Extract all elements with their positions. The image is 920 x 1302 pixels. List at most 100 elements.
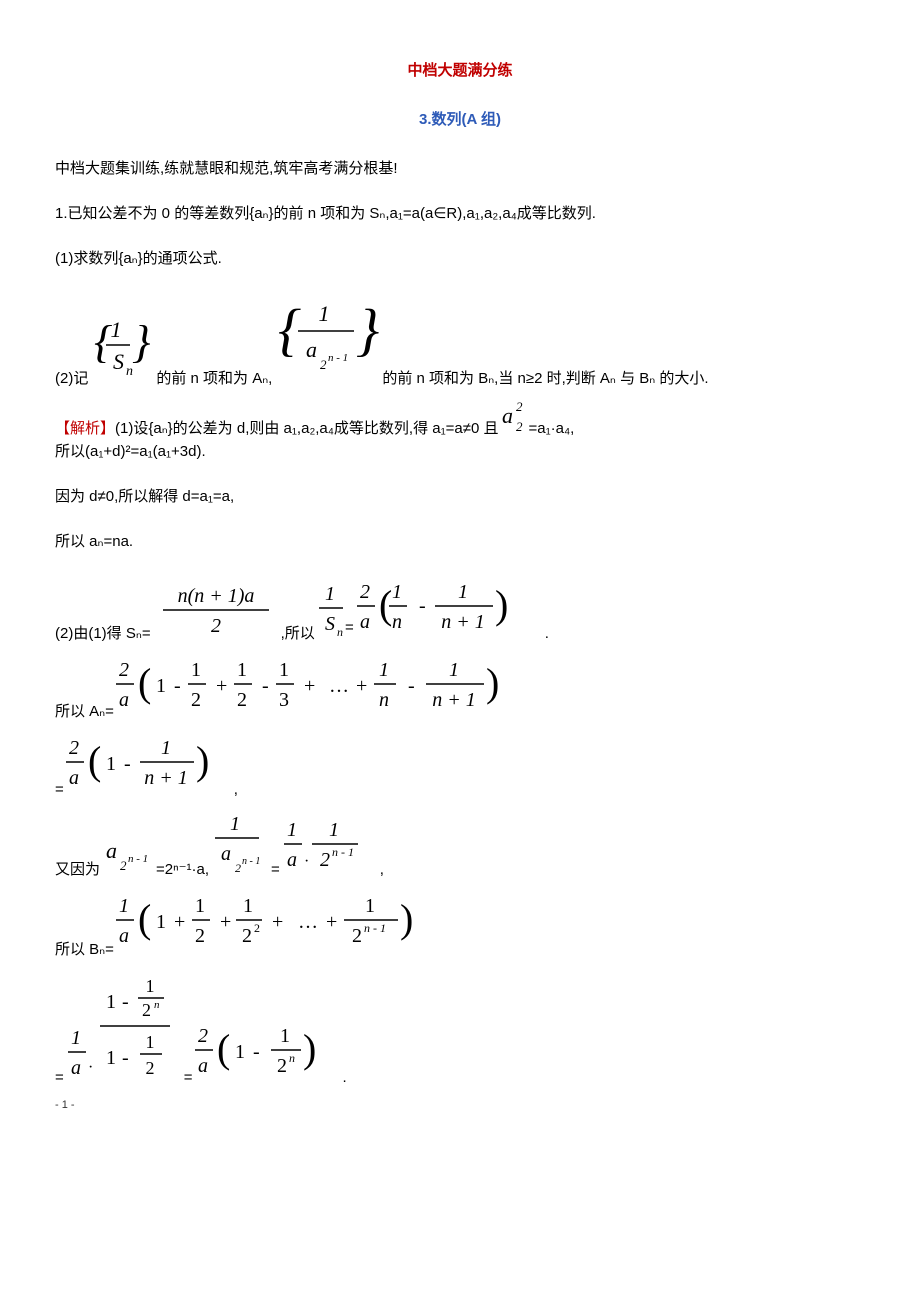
svg-text:+: +	[272, 911, 283, 933]
ln10b: =	[184, 1067, 193, 1088]
svg-text:n: n	[289, 1051, 295, 1065]
text-2-pre: (2)记	[55, 368, 88, 389]
line-an-simplified: = 2 a ( 1 - 1 n + 1 ) ,	[55, 732, 865, 800]
svg-text:…: …	[329, 675, 349, 697]
svg-text:1: 1	[392, 581, 402, 603]
question-1: 1.已知公差不为 0 的等差数列{aₙ}的前 n 项和为 Sₙ,a₁=a(a∈R…	[55, 203, 865, 224]
line-an: 所以 Aₙ= 2 a ( 1 - 1 2 + 1 2 - 1 3 + … + 1…	[55, 654, 865, 722]
ln5a: (2)由(1)得 Sₙ=	[55, 623, 151, 644]
svg-text:1: 1	[106, 753, 116, 775]
analysis-1b: =a₁·a₄,	[528, 418, 574, 439]
svg-text:·: ·	[88, 1059, 93, 1076]
svg-text:2: 2	[320, 357, 327, 372]
text-2-end: 的前 n 项和为 Bₙ,当 n≥2 时,判断 Aₙ 与 Bₙ 的大小.	[382, 368, 708, 389]
svg-text:=: =	[345, 619, 354, 636]
svg-text:a: a	[287, 849, 297, 871]
svg-text:n - 1: n - 1	[332, 845, 354, 859]
svg-text:1: 1	[243, 895, 253, 917]
ln10a: =	[55, 1067, 64, 1088]
svg-text:2: 2	[277, 1055, 287, 1077]
svg-text:a: a	[221, 843, 231, 865]
svg-text:1: 1	[319, 301, 330, 326]
svg-text:n: n	[392, 611, 402, 633]
svg-text:2: 2	[195, 925, 205, 947]
svg-text:n + 1: n + 1	[441, 611, 485, 633]
svg-text:2: 2	[320, 849, 330, 871]
svg-text:1: 1	[119, 895, 129, 917]
svg-text:+: +	[356, 675, 367, 697]
svg-text:n(n + 1)a: n(n + 1)a	[177, 585, 254, 607]
svg-text:a: a	[119, 689, 129, 711]
analysis-label: 【解析】	[55, 418, 115, 439]
svg-text:(: (	[379, 582, 392, 627]
svg-text:1: 1	[111, 317, 122, 342]
comma-1: ,	[234, 779, 238, 800]
dot-1: .	[545, 623, 549, 644]
bn-expr: 1 a ( 1 + 1 2 + 1 2 2 + … + 1 2 n - 1 )	[114, 890, 454, 960]
svg-text:2: 2	[120, 858, 127, 873]
svg-text:-: -	[262, 675, 269, 697]
svg-text:1: 1	[161, 737, 171, 759]
svg-text:2: 2	[237, 689, 247, 711]
svg-text:+: +	[326, 911, 337, 933]
svg-text:n - 1: n - 1	[242, 856, 260, 867]
a2n1: a 2 n - 1	[100, 834, 156, 880]
svg-text:2: 2	[516, 419, 523, 433]
svg-text:+: +	[174, 911, 185, 933]
svg-text:1: 1	[235, 1041, 245, 1063]
svg-text:a: a	[69, 767, 79, 789]
svg-text:1: 1	[279, 659, 289, 681]
svg-text:(: (	[138, 896, 151, 941]
svg-text:(: (	[138, 660, 151, 705]
a2-squared: a 2 2	[498, 399, 528, 439]
svg-text:1: 1	[71, 1027, 81, 1049]
ln7a: =	[55, 779, 64, 800]
svg-text:n: n	[379, 689, 389, 711]
ln8a: 又因为	[55, 859, 100, 880]
svg-text:a: a	[119, 925, 129, 947]
analysis-4: 所以 aₙ=na.	[55, 531, 865, 552]
bn-final: 2 a ( 1 - 1 2 n )	[193, 1020, 343, 1088]
svg-text:{: {	[278, 297, 301, 362]
svg-text:1: 1	[156, 675, 166, 697]
svg-text:1: 1	[230, 813, 240, 835]
ln8b: =2ⁿ⁻¹·a,	[156, 859, 209, 880]
svg-text:n - 1: n - 1	[128, 853, 148, 865]
svg-text:·: ·	[304, 853, 309, 870]
svg-text:2: 2	[235, 861, 241, 874]
svg-text:n: n	[337, 625, 343, 638]
svg-text:1: 1	[458, 581, 468, 603]
svg-text:1: 1	[106, 1047, 116, 1069]
ln8d: =	[271, 859, 280, 880]
ln5b: ,所以	[281, 623, 315, 644]
svg-text:1: 1	[237, 659, 247, 681]
svg-text:n + 1: n + 1	[144, 767, 188, 789]
one-over-a2n1: 1 a 2 n - 1	[209, 810, 271, 880]
svg-text:a: a	[502, 403, 513, 428]
svg-text:1: 1	[156, 911, 166, 933]
analysis-1: 【解析】 (1)设{aₙ}的公差为 d,则由 a₁,a₂,a₄成等比数列,得 a…	[55, 399, 865, 439]
ln6a: 所以 Aₙ=	[55, 701, 114, 722]
bn-bigfrac: 1 a · 1 - 1 2 n 1 - 1 2	[64, 972, 184, 1088]
svg-text:1: 1	[106, 991, 116, 1013]
svg-text:): )	[486, 660, 499, 705]
analysis-3: 因为 d≠0,所以解得 d=a₁=a,	[55, 486, 865, 507]
svg-text:}: }	[132, 316, 150, 367]
svg-text:2: 2	[119, 659, 129, 681]
analysis-2: 所以(a₁+d)²=a₁(a₁+3d).	[55, 441, 865, 462]
svg-text:S: S	[325, 613, 335, 635]
svg-text:3: 3	[279, 689, 289, 711]
svg-text:}: }	[356, 297, 379, 362]
svg-text:+: +	[304, 675, 315, 697]
svg-text:-: -	[122, 991, 129, 1013]
svg-text:2: 2	[198, 1025, 208, 1047]
svg-text:n: n	[154, 999, 160, 1011]
svg-text:n - 1: n - 1	[328, 352, 348, 364]
brace-frac-2: { 1 a 2 n - 1 }	[272, 293, 382, 389]
dot-2: .	[343, 1067, 347, 1088]
page-number: - 1 -	[55, 1098, 865, 1113]
svg-text:-: -	[122, 1047, 129, 1069]
svg-text:2: 2	[254, 921, 260, 935]
svg-text:-: -	[408, 675, 415, 697]
svg-text:S: S	[113, 349, 124, 374]
